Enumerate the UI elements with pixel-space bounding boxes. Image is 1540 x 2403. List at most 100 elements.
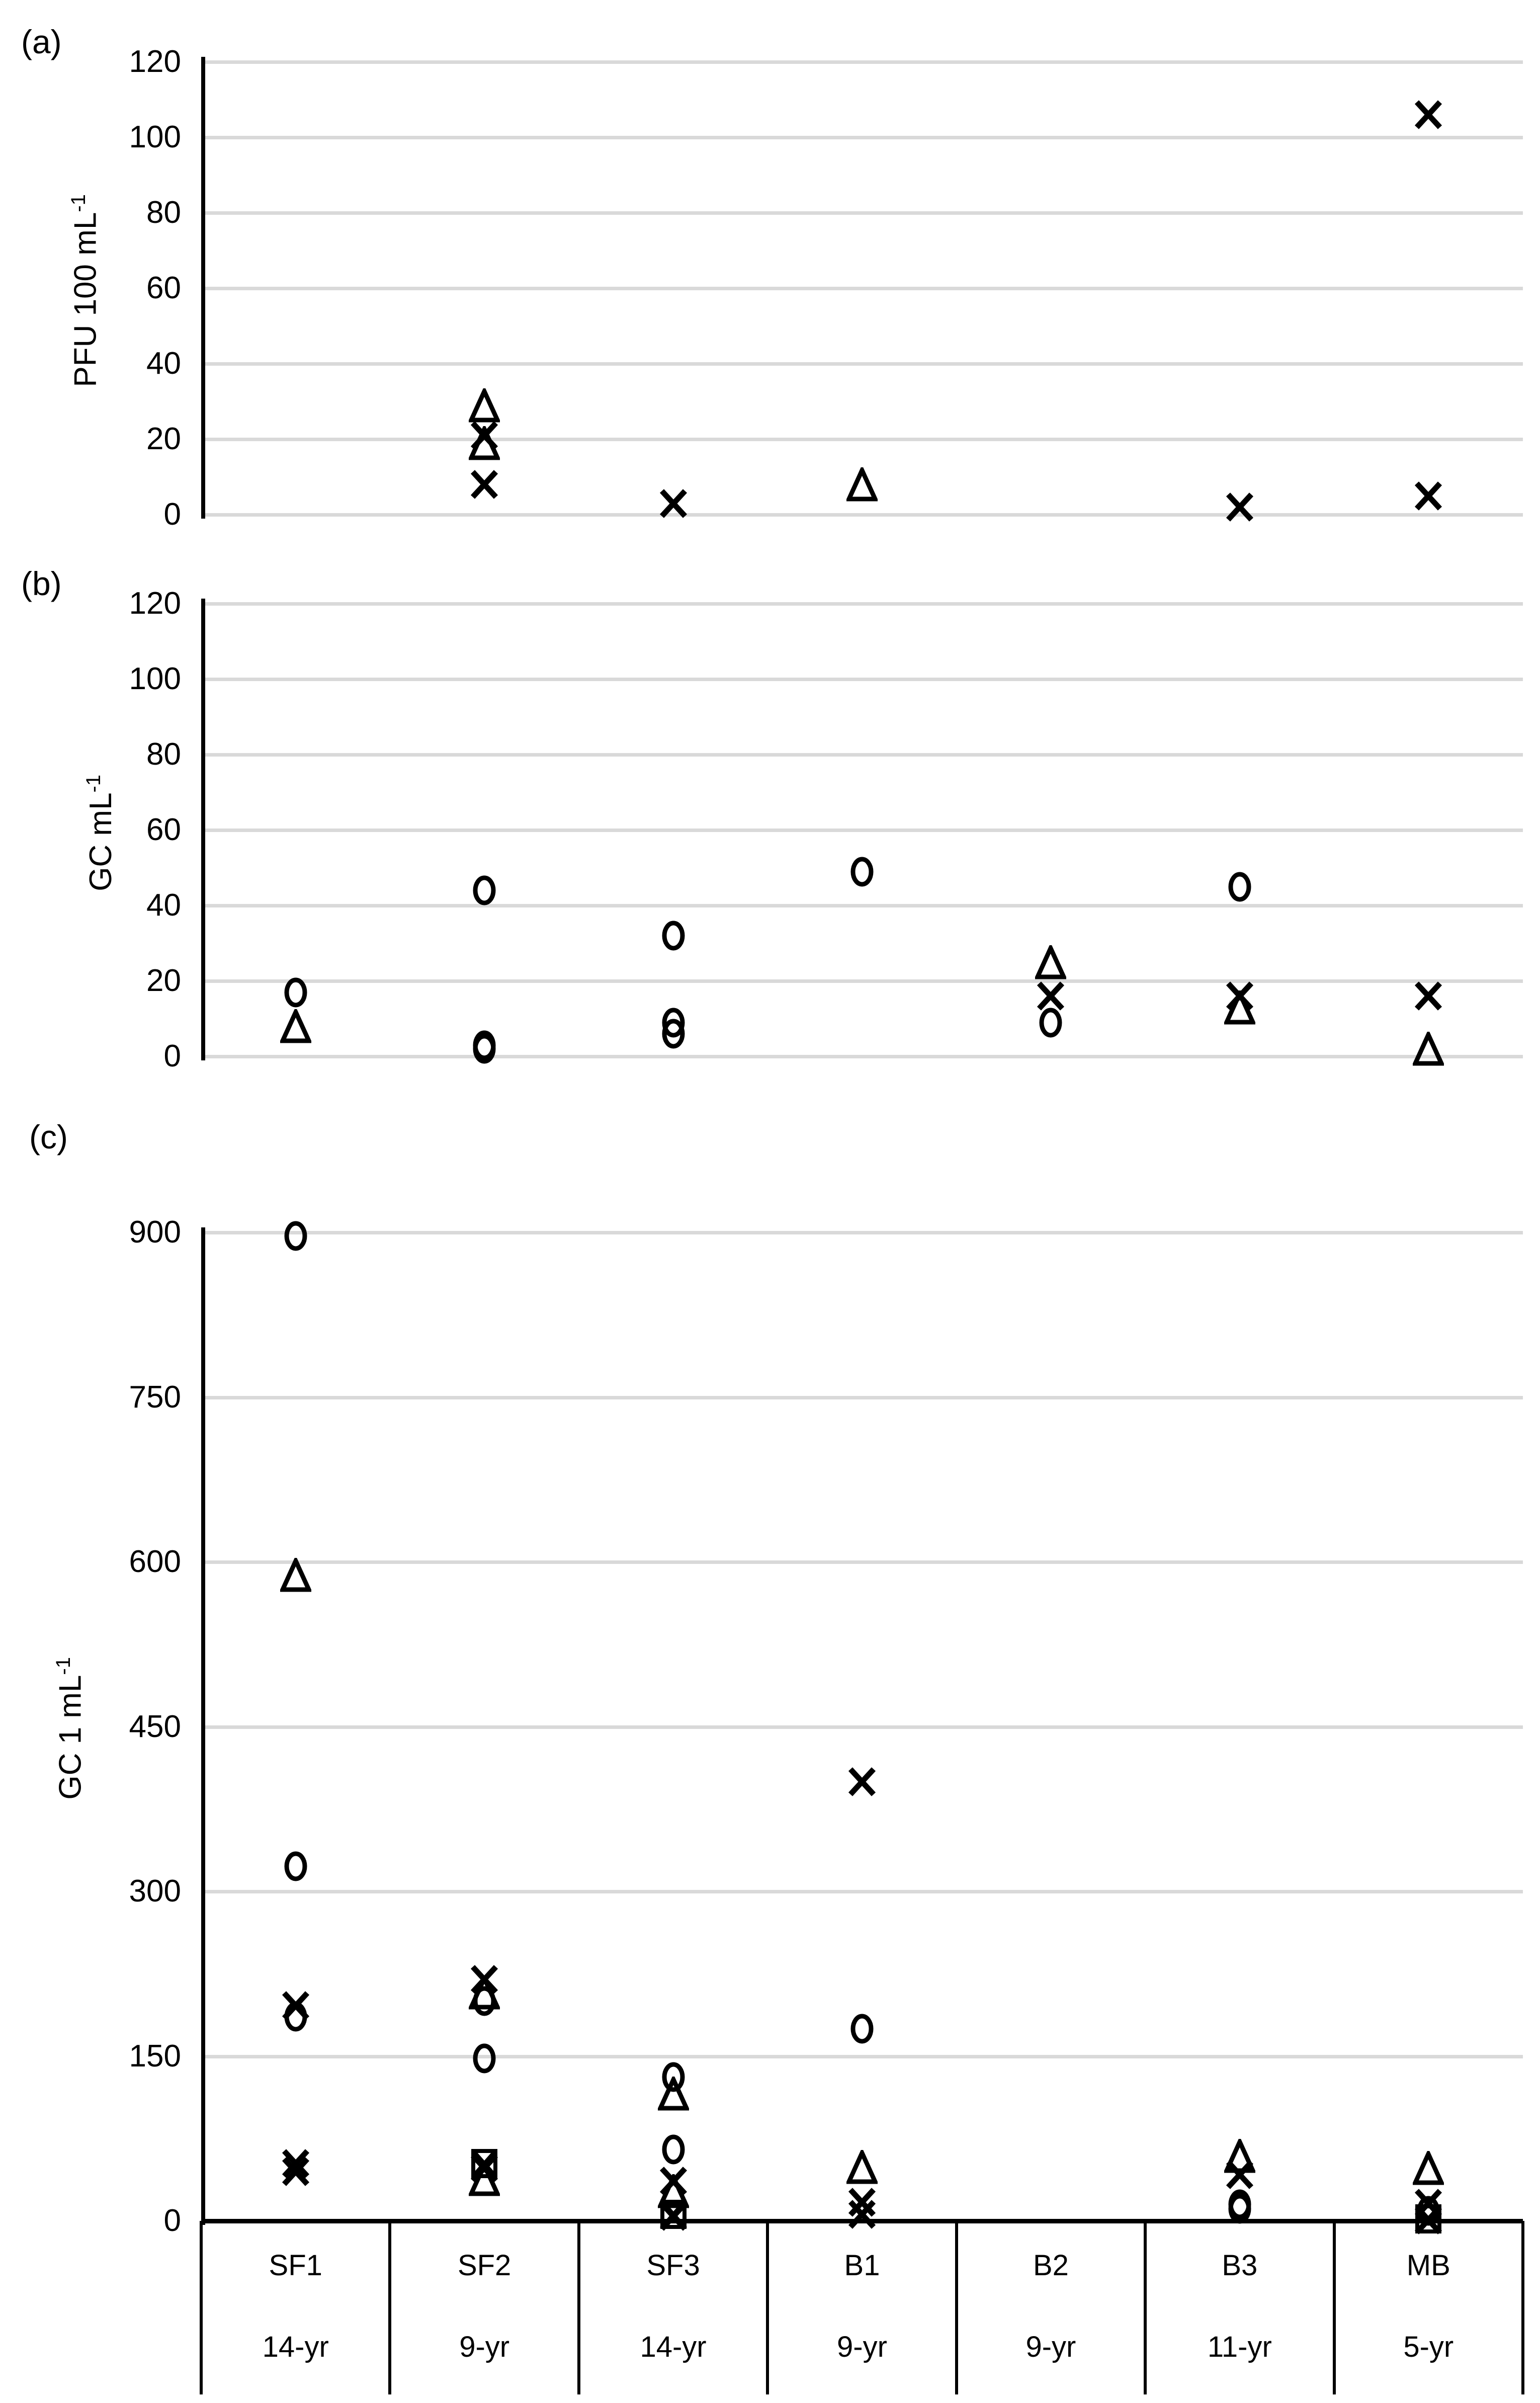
- gridline: [201, 1231, 1523, 1234]
- gridline: [201, 678, 1523, 681]
- category-age-label: 9-yr: [1025, 2331, 1076, 2363]
- panel-c-letter: (c): [29, 1118, 68, 1155]
- marker-circle: [1039, 1008, 1062, 1038]
- category-site-label: MB: [1406, 2249, 1450, 2282]
- marker-circle: [473, 1034, 496, 1064]
- category-age-label: 14-yr: [262, 2331, 329, 2363]
- marker-circle: [850, 2014, 874, 2044]
- gridline: [201, 1890, 1523, 1893]
- marker-triangle: [1224, 2139, 1255, 2173]
- gridline: [201, 1055, 1523, 1058]
- marker-circle: [1228, 2194, 1251, 2224]
- marker-x: [281, 2146, 311, 2181]
- marker-x: [1413, 98, 1443, 132]
- marker-triangle: [469, 388, 500, 423]
- category-site-label: B2: [1033, 2249, 1069, 2282]
- category-separator: [766, 2221, 769, 2394]
- marker-x: [1413, 479, 1443, 513]
- marker-circle: [662, 1008, 685, 1038]
- panel-a-letter: (a): [21, 23, 62, 60]
- gridline: [201, 287, 1523, 290]
- gridline: [201, 1725, 1523, 1729]
- marker-circle: [284, 977, 307, 1008]
- gridline: [201, 362, 1523, 366]
- marker-triangle: [657, 2174, 689, 2208]
- marker-x: [1413, 2203, 1443, 2237]
- marker-x: [847, 1765, 877, 1799]
- category-separator: [1144, 2221, 1147, 2394]
- category-separator: [1332, 2221, 1336, 2394]
- marker-circle: [850, 857, 874, 887]
- marker-triangle: [469, 2162, 500, 2196]
- y-axis-line: [201, 57, 205, 519]
- y-tick-label: 900: [129, 1215, 181, 1250]
- y-tick-label: 80: [146, 737, 181, 772]
- y-tick-label: 40: [146, 888, 181, 923]
- category-site-label: SF1: [269, 2249, 322, 2282]
- y-tick-label: 750: [129, 1379, 181, 1415]
- marker-circle: [662, 2134, 685, 2165]
- marker-x: [1225, 490, 1255, 524]
- gridline: [201, 979, 1523, 983]
- marker-x: [658, 2199, 689, 2233]
- marker-triangle: [846, 2150, 878, 2184]
- category-age-label: 14-yr: [640, 2331, 707, 2363]
- marker-triangle: [280, 1558, 311, 1592]
- y-tick-label: 80: [146, 195, 181, 230]
- marker-triangle: [846, 467, 878, 502]
- marker-circle: [1228, 872, 1251, 902]
- y-axis-line: [201, 599, 205, 1060]
- y-tick-label: 600: [129, 1544, 181, 1579]
- marker-circle: [284, 1221, 307, 1251]
- marker-triangle: [1035, 945, 1067, 979]
- marker-x: [847, 2197, 877, 2231]
- marker-triangle: [1413, 1032, 1444, 1066]
- category-separator: [1521, 2221, 1524, 2394]
- marker-triangle: [280, 1009, 311, 1043]
- marker-x: [1225, 2158, 1255, 2192]
- gridline: [201, 513, 1523, 517]
- y-tick-label: 0: [163, 2203, 181, 2238]
- y-tick-label: 40: [146, 346, 181, 381]
- category-site-label: SF2: [457, 2249, 511, 2282]
- y-tick-label: 100: [129, 120, 181, 154]
- category-age-label: 9-yr: [837, 2331, 887, 2363]
- marker-circle: [284, 1851, 307, 1881]
- gridline: [201, 753, 1523, 757]
- category-separator: [200, 2221, 203, 2394]
- gridline: [201, 1560, 1523, 1564]
- marker-x: [1413, 979, 1443, 1013]
- gridline: [201, 602, 1523, 606]
- y-tick-label: 60: [146, 812, 181, 847]
- marker-x: [658, 486, 689, 521]
- marker-circle: [662, 1019, 685, 1049]
- category-separator: [955, 2221, 958, 2394]
- category-age-label: 9-yr: [459, 2331, 510, 2363]
- category-separator: [388, 2221, 392, 2394]
- gridline: [201, 211, 1523, 215]
- marker-x: [281, 2155, 311, 2189]
- category-age-label: 5-yr: [1403, 2331, 1454, 2363]
- marker-circle: [473, 1986, 496, 2016]
- marker-circle: [662, 921, 685, 951]
- marker-circle: [473, 875, 496, 905]
- marker-circle: [284, 2002, 307, 2032]
- marker-triangle: [657, 2076, 689, 2111]
- y-tick-label: 60: [146, 271, 181, 305]
- gridline: [201, 438, 1523, 441]
- y-tick-label: 20: [146, 422, 181, 456]
- gridline: [201, 60, 1523, 64]
- category-site-label: B1: [844, 2249, 880, 2282]
- marker-triangle: [1413, 2151, 1444, 2185]
- marker-triangle: [1224, 990, 1255, 1025]
- y-tick-label: 20: [146, 963, 181, 998]
- gridline: [201, 136, 1523, 139]
- gridline: [201, 828, 1523, 832]
- panel-b-letter: (b): [21, 565, 62, 602]
- y-tick-label: 150: [129, 2038, 181, 2074]
- y-tick-label: 120: [129, 586, 181, 621]
- marker-circle: [473, 2043, 496, 2074]
- marker-circle: [662, 2062, 685, 2092]
